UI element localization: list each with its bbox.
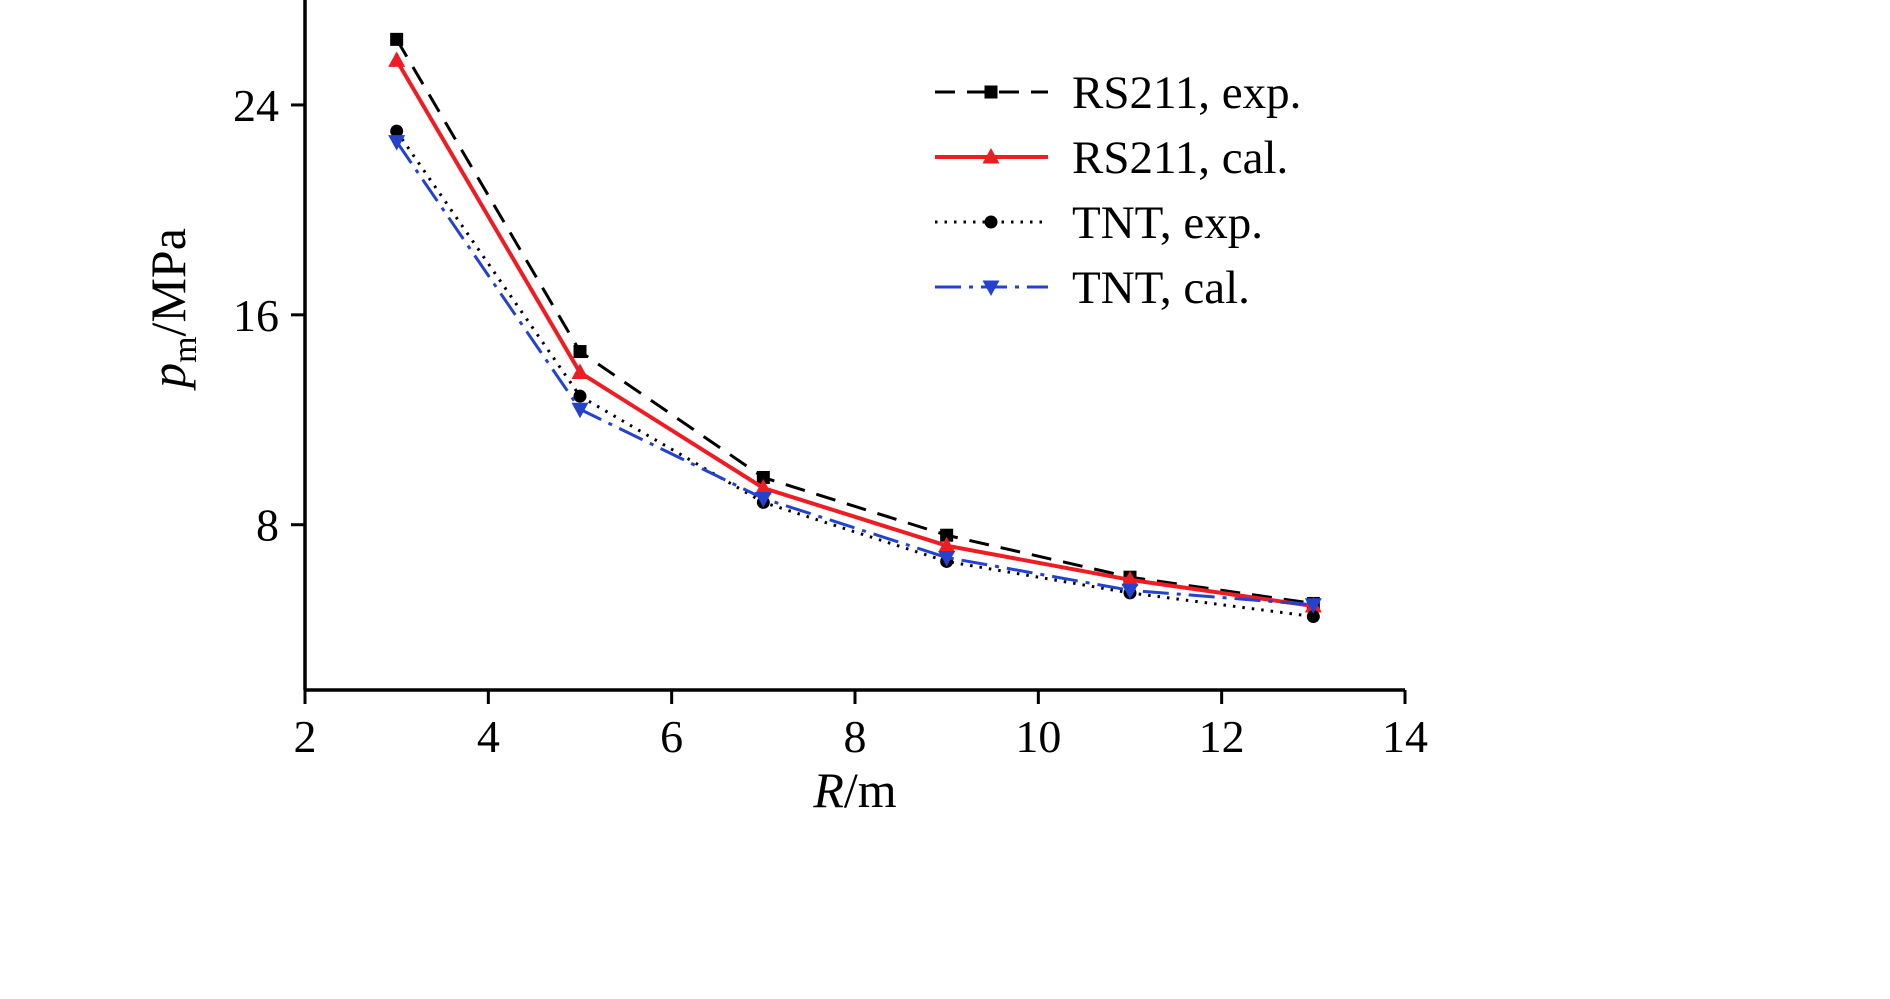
- x-tick-label: 4: [477, 711, 500, 762]
- point-square-icon: [756, 470, 770, 484]
- series-line-rs211-cal: [394, 59, 1314, 609]
- legend-entry: [935, 215, 1048, 229]
- legend-marker-triangle-down-icon: [982, 280, 1000, 296]
- series-line-tnt-cal: [395, 140, 1314, 607]
- x-tick-label: 2: [294, 711, 317, 762]
- x-axis-label: R/m: [813, 761, 896, 819]
- point-square-icon: [390, 32, 404, 46]
- y-axis-label: pm/MPa: [139, 228, 205, 388]
- legend-marker-circle-icon: [984, 215, 998, 229]
- point-triangle-up-icon: [754, 478, 772, 495]
- point-triangle-up-icon: [571, 363, 589, 380]
- x-tick-label: 12: [1199, 711, 1245, 762]
- series-rs211-exp: [390, 32, 1320, 610]
- point-triangle-up-icon: [1121, 570, 1139, 587]
- legend-label: TNT, cal.: [1072, 262, 1250, 314]
- legend-entry: [935, 85, 1048, 99]
- point-triangle-down-icon: [754, 491, 772, 508]
- point-triangle-up-icon: [388, 51, 406, 67]
- legend: [935, 85, 1048, 296]
- x-axis-unit: /m: [843, 762, 897, 818]
- point-circle-icon: [390, 124, 404, 138]
- series-rs211-cal: [388, 51, 1322, 613]
- point-triangle-down-icon: [571, 402, 589, 419]
- legend-marker-triangle-up-icon: [982, 148, 1000, 164]
- x-tick-label: 6: [660, 711, 683, 762]
- point-circle-icon: [1306, 610, 1320, 624]
- point-square-icon: [573, 345, 587, 359]
- point-square-icon: [940, 528, 954, 542]
- legend-label: TNT, exp.: [1072, 197, 1263, 249]
- x-tick-label: 10: [1015, 711, 1061, 762]
- y-axis-symbol: p: [140, 362, 196, 388]
- y-axis-unit: /MPa: [140, 228, 196, 337]
- x-tick-label: 14: [1382, 711, 1428, 762]
- legend-marker-square-icon: [984, 85, 998, 99]
- legend-label: RS211, exp.: [1072, 67, 1301, 119]
- legend-label: RS211, cal.: [1072, 132, 1288, 184]
- y-axis-subscript: m: [167, 336, 204, 363]
- point-triangle-up-icon: [938, 536, 956, 553]
- y-tick-label: 8: [256, 500, 279, 551]
- x-axis-symbol: R: [813, 762, 844, 818]
- series-line-rs211-exp: [395, 38, 1314, 605]
- legend-entry: [935, 148, 1048, 164]
- point-circle-icon: [573, 389, 587, 403]
- legend-entry: [935, 280, 1048, 296]
- point-triangle-down-icon: [1304, 598, 1322, 614]
- x-tick-label: 8: [844, 711, 867, 762]
- y-tick-label: 16: [233, 290, 279, 341]
- series-tnt-cal: [388, 135, 1322, 614]
- point-triangle-down-icon: [388, 135, 406, 151]
- point-triangle-down-icon: [938, 551, 956, 567]
- y-tick-label: 24: [233, 80, 279, 131]
- point-triangle-down-icon: [1121, 583, 1139, 600]
